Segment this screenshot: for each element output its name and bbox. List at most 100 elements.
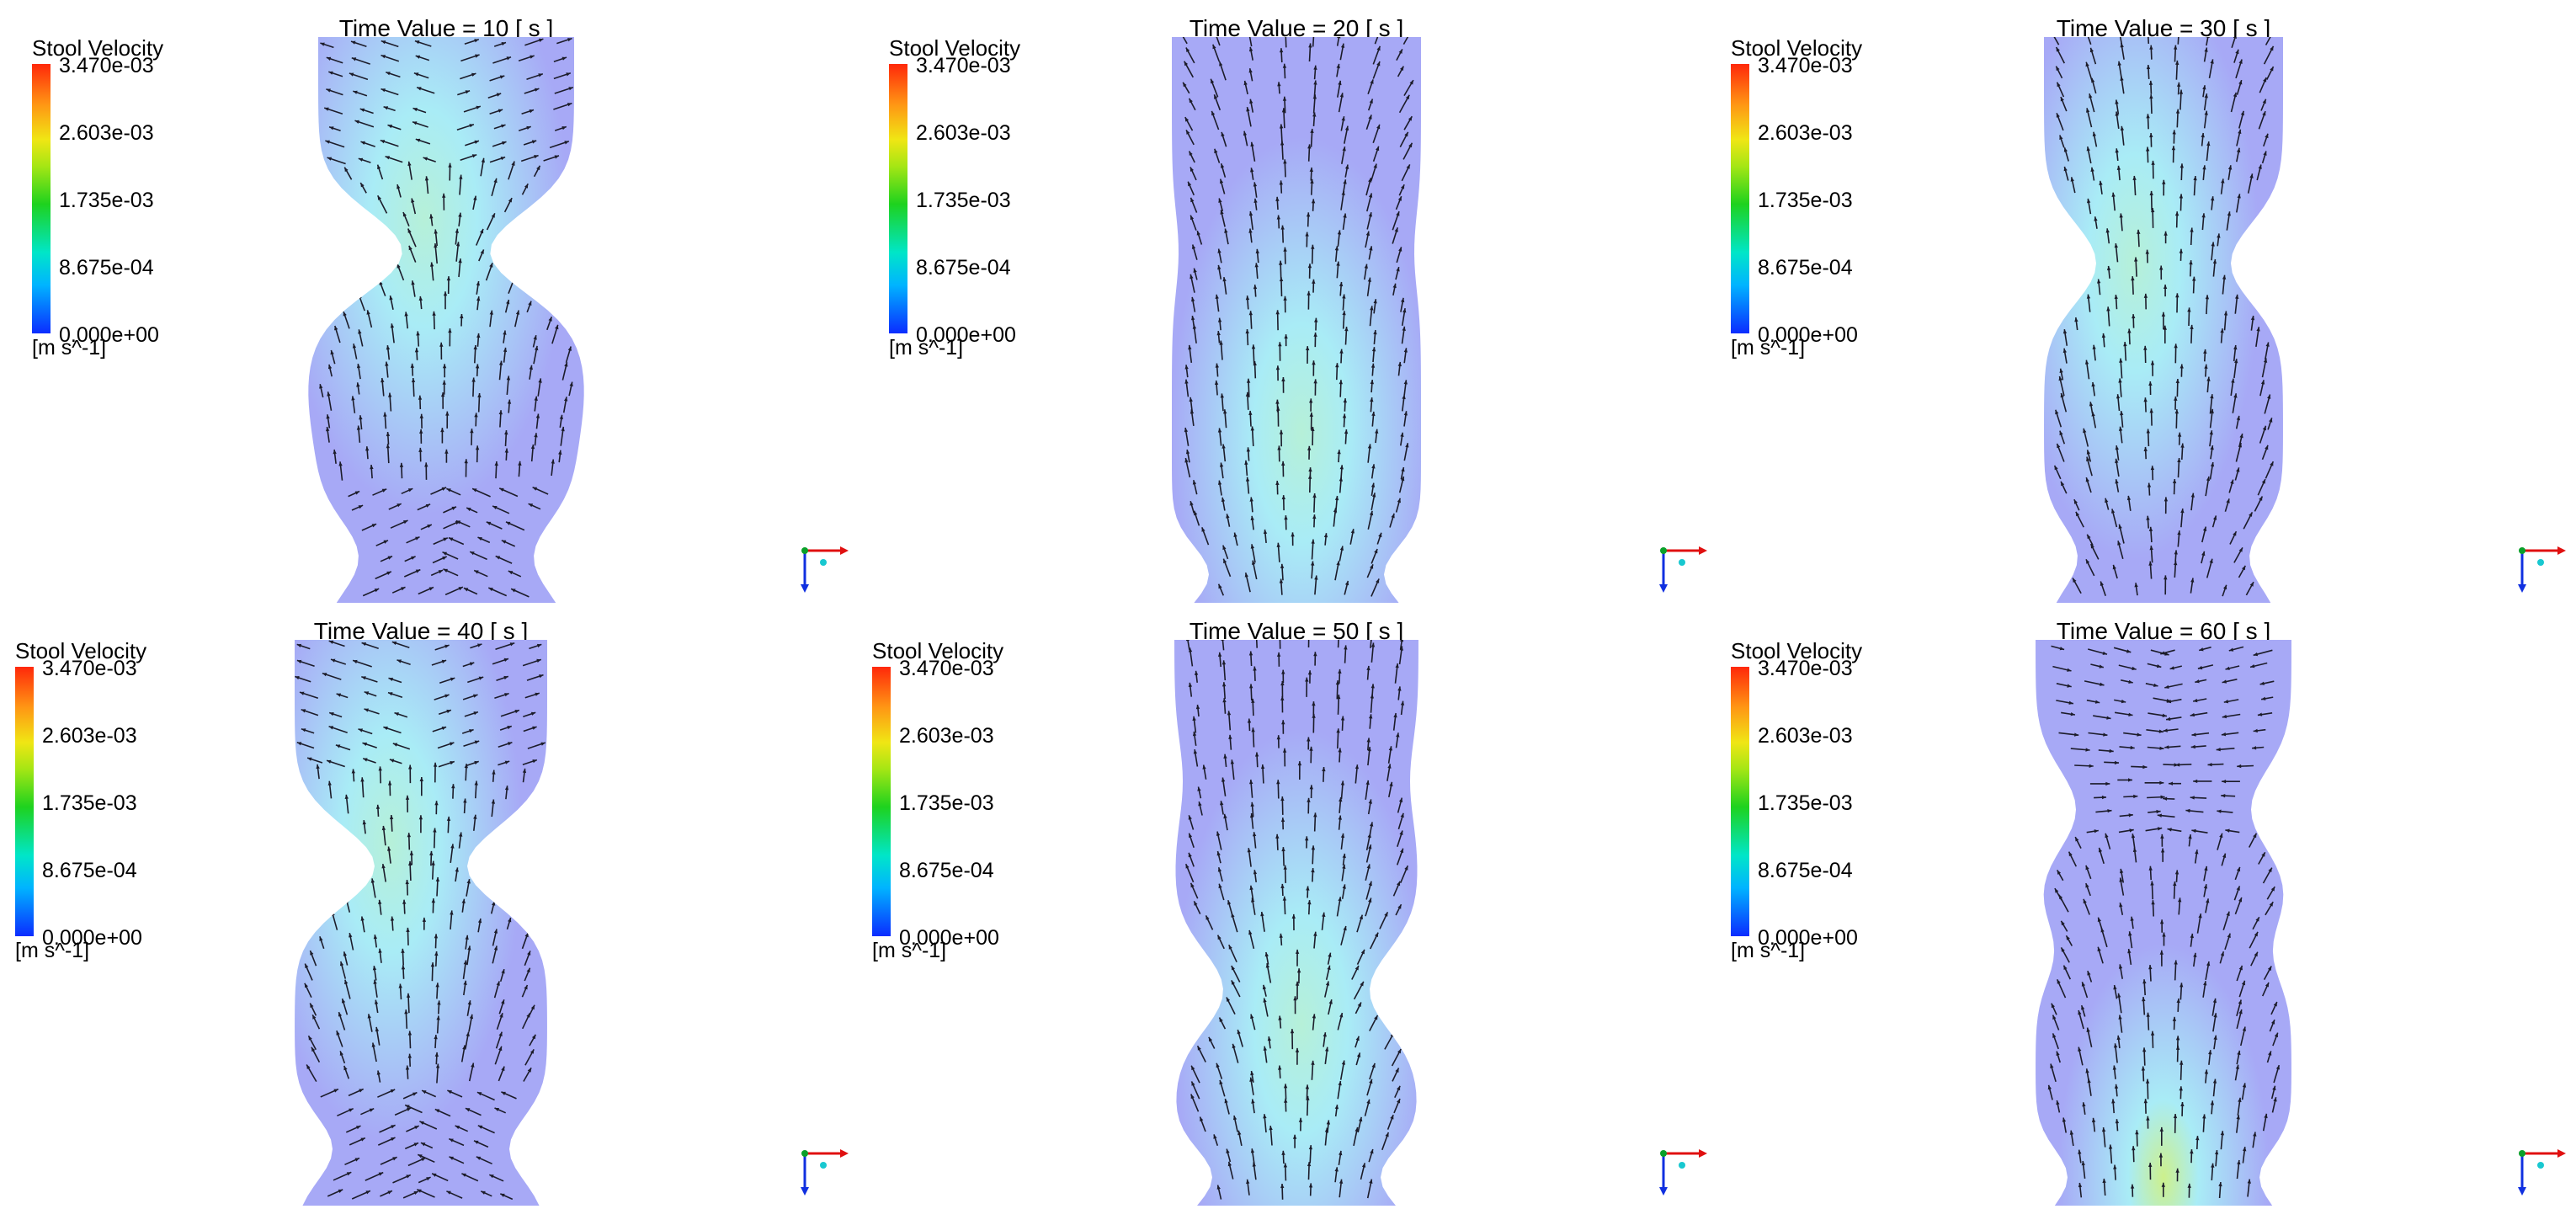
- arrow-head: [1369, 99, 1373, 104]
- arrow-head: [1276, 215, 1280, 220]
- arrow-head: [2115, 479, 2119, 484]
- axis-origin: [801, 1150, 808, 1157]
- arrow-head: [2056, 1100, 2060, 1105]
- arrow-head: [474, 140, 479, 144]
- arrow-head: [2117, 993, 2121, 998]
- arrow-head: [445, 411, 450, 416]
- arrow-head: [2193, 176, 2197, 181]
- arrow-head: [423, 157, 428, 161]
- arrow-head: [1338, 668, 1342, 674]
- arrow-head: [377, 164, 381, 170]
- arrow-head: [2187, 307, 2191, 312]
- colon-segment-region: [308, 37, 584, 603]
- arrow-head: [1368, 844, 1372, 850]
- arrow-head: [1248, 211, 1253, 216]
- arrow-head: [507, 399, 512, 404]
- arrow-head: [411, 280, 415, 285]
- arrow-head: [2148, 561, 2153, 566]
- arrow-head: [2259, 681, 2265, 685]
- arrow-head: [1280, 818, 1285, 823]
- arrow-head: [2265, 983, 2269, 988]
- arrow-head: [1275, 365, 1280, 370]
- arrow-head: [2222, 780, 2227, 784]
- arrow-head: [2195, 850, 2199, 855]
- arrow-head: [1406, 164, 1410, 169]
- arrow-head: [567, 103, 572, 107]
- arrow-head: [1280, 225, 1285, 230]
- arrow-head: [1217, 248, 1221, 253]
- axis-triad-icon: [1659, 546, 1707, 593]
- arrow-head: [2113, 1043, 2118, 1048]
- arrow-head: [2174, 409, 2179, 414]
- arrow-head: [1325, 1047, 1329, 1052]
- arrow-head: [1219, 1079, 1223, 1085]
- arrow-head: [2116, 1035, 2121, 1041]
- arrow-head: [471, 72, 476, 77]
- arrow-head: [1360, 949, 1365, 955]
- arrow-head: [304, 983, 308, 988]
- arrow-head: [414, 348, 419, 353]
- colon-segment-region: [2036, 640, 2291, 1206]
- arrow-head: [2101, 795, 2106, 800]
- arrow-head: [1311, 561, 1315, 566]
- arrow-head: [1356, 1052, 1361, 1057]
- arrow-head: [1197, 786, 1201, 791]
- arrow-head: [390, 916, 395, 921]
- arrow-head: [2271, 1020, 2275, 1025]
- arrow-head: [356, 1126, 361, 1130]
- arrow-head: [1394, 227, 1398, 232]
- arrow-head: [421, 1158, 426, 1162]
- arrow-head: [2227, 933, 2231, 938]
- arrow-head: [2106, 306, 2110, 312]
- arrow-head: [1217, 480, 1222, 485]
- arrow-head: [477, 1125, 483, 1129]
- x-axis-arrowhead: [1699, 546, 1707, 555]
- arrow-head: [1339, 281, 1344, 287]
- arrow-head: [1284, 515, 1288, 520]
- arrow-head: [1279, 578, 1284, 583]
- arrow-head: [2109, 748, 2114, 754]
- arrow-head: [2126, 649, 2132, 653]
- arrow-head: [387, 556, 392, 560]
- arrow-head: [417, 1189, 422, 1193]
- arrow-head: [1313, 65, 1317, 70]
- arrow-head: [2172, 1016, 2177, 1021]
- arrow-head: [1211, 110, 1216, 116]
- arrow-head: [1249, 813, 1254, 818]
- arrow-head: [1313, 812, 1317, 818]
- arrow-head: [569, 381, 573, 386]
- arrow-head: [498, 360, 503, 365]
- arrow-head: [2162, 932, 2166, 937]
- arrow-head: [506, 375, 511, 381]
- arrow-head: [2112, 1065, 2116, 1070]
- arrow-head: [564, 141, 569, 145]
- arrow-head: [1191, 1081, 1195, 1086]
- arrow-head: [1216, 331, 1221, 336]
- arrow-head: [1311, 427, 1315, 431]
- arrow-head: [450, 844, 455, 849]
- arrow-head: [1276, 542, 1280, 547]
- arrow-head: [307, 757, 312, 761]
- arrow-head: [1325, 981, 1330, 986]
- arrow-head: [2204, 110, 2208, 115]
- arrow-head: [1230, 759, 1234, 764]
- axis-triad-icon: [801, 546, 849, 593]
- arrow-head: [1279, 260, 1283, 265]
- arrow-head: [1408, 142, 1413, 148]
- arrow-head: [528, 301, 532, 306]
- arrow-head: [1223, 754, 1227, 759]
- arrow-head: [476, 1156, 482, 1160]
- arrow-head: [2253, 728, 2258, 733]
- velocity-arrow: [1247, 37, 1253, 47]
- legend-tick-label: 3.470e-03: [42, 657, 137, 680]
- arrow-head: [1397, 1049, 1402, 1054]
- arrow-head: [474, 1140, 479, 1144]
- arrow-head: [450, 742, 455, 746]
- arrow-head: [367, 1014, 371, 1019]
- arrow-head: [2120, 76, 2124, 81]
- arrow-head: [2164, 575, 2168, 580]
- arrow-head: [448, 328, 452, 333]
- arrow-head: [2100, 682, 2105, 686]
- legend-tick-label: 1.735e-03: [899, 791, 994, 815]
- arrow-head: [300, 691, 305, 695]
